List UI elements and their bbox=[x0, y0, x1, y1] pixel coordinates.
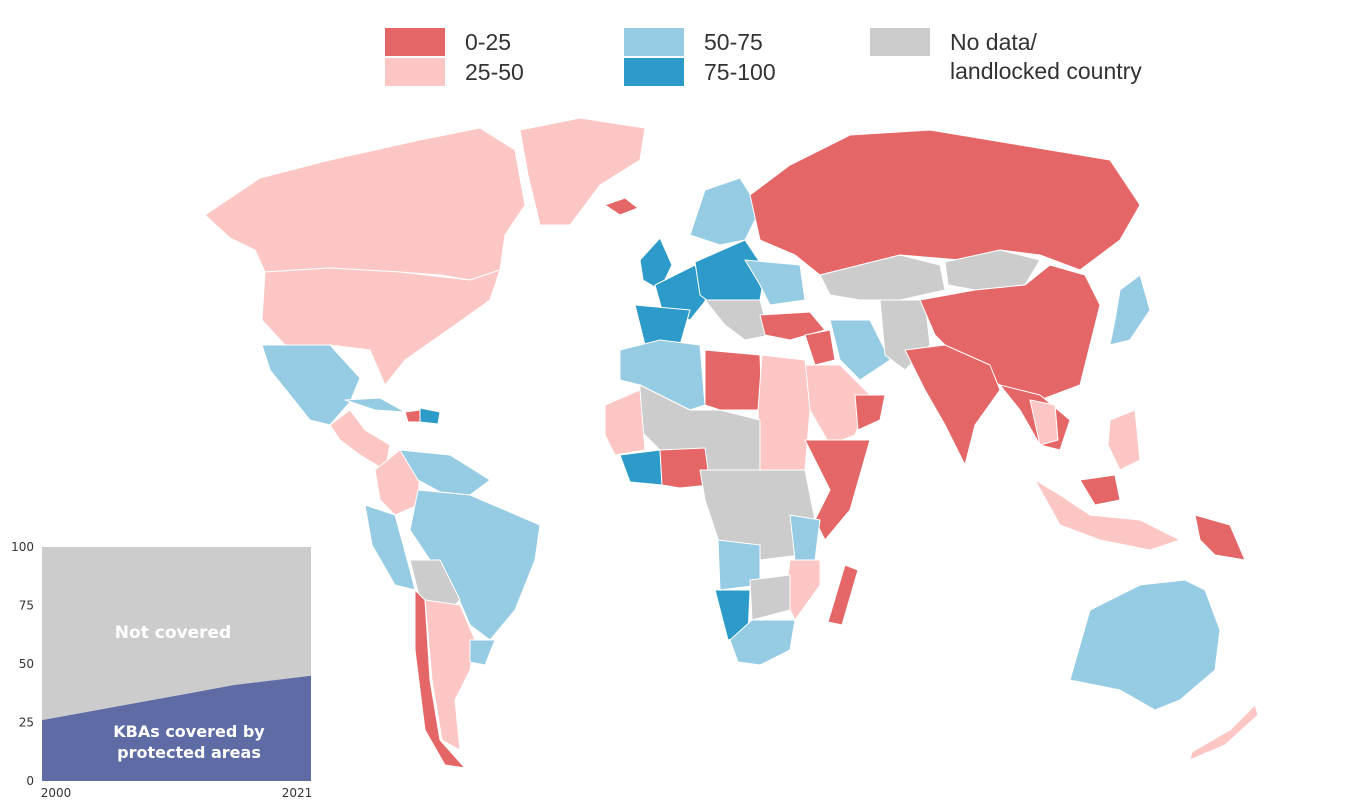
covered-area bbox=[42, 675, 311, 781]
region-hispaniola-w bbox=[404, 409, 421, 423]
region-greenland bbox=[519, 117, 646, 226]
region-argentina bbox=[424, 599, 476, 751]
region-png bbox=[1194, 514, 1246, 561]
covered-area-group bbox=[42, 675, 311, 781]
region-south-africa bbox=[729, 619, 796, 666]
region-madagascar bbox=[827, 564, 859, 626]
region-thailand bbox=[1029, 399, 1059, 446]
legend-swatch bbox=[385, 28, 445, 56]
region-russia bbox=[749, 129, 1141, 276]
region-east-africa bbox=[789, 514, 821, 561]
region-korea-japan bbox=[1109, 274, 1151, 346]
region-ecuador-peru bbox=[364, 504, 416, 591]
legend-label: 50-75 bbox=[704, 29, 763, 55]
region-central-america bbox=[329, 409, 391, 471]
region-central-asia bbox=[819, 254, 946, 301]
legend-item-25-50: 25-50 bbox=[385, 58, 524, 87]
region-nigeria bbox=[659, 447, 711, 489]
not-covered-area bbox=[42, 547, 311, 721]
region-oman-yemen bbox=[854, 394, 886, 431]
x-tick-label: 2000 bbox=[41, 786, 72, 800]
inset-area-chart: 0 25 50 75 100 2000 2021 Not covered KBAs cov… bbox=[11, 540, 313, 800]
legend-label: 0-25 bbox=[465, 29, 512, 55]
legend-swatch bbox=[385, 58, 445, 86]
y-axis-ticks: 0 25 50 75 100 bbox=[11, 540, 34, 788]
region-chile bbox=[414, 589, 466, 769]
region-borneo bbox=[1079, 474, 1121, 506]
region-egypt-sudan bbox=[757, 354, 811, 471]
region-philippines bbox=[1107, 409, 1141, 471]
region-cuba bbox=[344, 397, 406, 413]
region-uruguay bbox=[469, 639, 496, 666]
legend-label: No data/ landlocked country bbox=[950, 29, 1142, 84]
legend-swatch bbox=[624, 28, 684, 56]
legend-swatch bbox=[624, 58, 684, 86]
not-covered-area-group bbox=[42, 547, 311, 721]
region-iran bbox=[829, 319, 891, 381]
region-southern-africa-nd bbox=[749, 574, 791, 621]
legend-label: 75-100 bbox=[704, 59, 776, 85]
region-indonesia bbox=[1034, 479, 1181, 551]
covered-label-line1: KBAs covered by bbox=[113, 722, 265, 741]
x-axis-ticks: 2000 2021 bbox=[41, 786, 313, 800]
region-france bbox=[654, 264, 711, 321]
region-hispaniola-e bbox=[419, 407, 441, 425]
region-libya bbox=[704, 349, 763, 411]
legend-swatch bbox=[870, 28, 930, 56]
region-new-zealand bbox=[1189, 704, 1259, 761]
region-horn bbox=[804, 439, 871, 541]
legend-label: 25-50 bbox=[465, 59, 524, 85]
covered-label-line2: protected areas bbox=[117, 743, 261, 762]
region-middle-east bbox=[804, 329, 836, 366]
x-tick-label: 2021 bbox=[282, 786, 313, 800]
region-central-africa bbox=[699, 469, 816, 561]
legend-item-75-100: 75-100 bbox=[624, 58, 776, 87]
region-gulf-of-guinea bbox=[619, 449, 663, 486]
region-iberia bbox=[634, 304, 691, 346]
region-italy-balkans bbox=[704, 299, 771, 341]
legend-item-0-25: 0-25 bbox=[385, 28, 511, 57]
region-canada-alaska bbox=[204, 127, 526, 281]
region-uk bbox=[639, 237, 673, 291]
y-tick-label: 100 bbox=[11, 540, 34, 554]
y-tick-label: 0 bbox=[26, 774, 34, 788]
region-eastern-europe bbox=[744, 259, 806, 306]
region-west-africa bbox=[604, 389, 646, 456]
legend-item-no-data: No data/ landlocked country bbox=[870, 28, 1142, 86]
region-australia bbox=[1069, 579, 1221, 711]
region-iceland bbox=[604, 197, 639, 216]
legend-item-50-75: 50-75 bbox=[624, 28, 763, 57]
y-tick-label: 25 bbox=[19, 716, 34, 730]
region-scandinavia bbox=[689, 177, 761, 246]
y-tick-label: 50 bbox=[19, 657, 34, 671]
region-india bbox=[904, 344, 1001, 466]
y-tick-label: 75 bbox=[19, 599, 34, 613]
region-morocco-algeria bbox=[619, 339, 706, 411]
not-covered-label: Not covered bbox=[115, 623, 231, 643]
